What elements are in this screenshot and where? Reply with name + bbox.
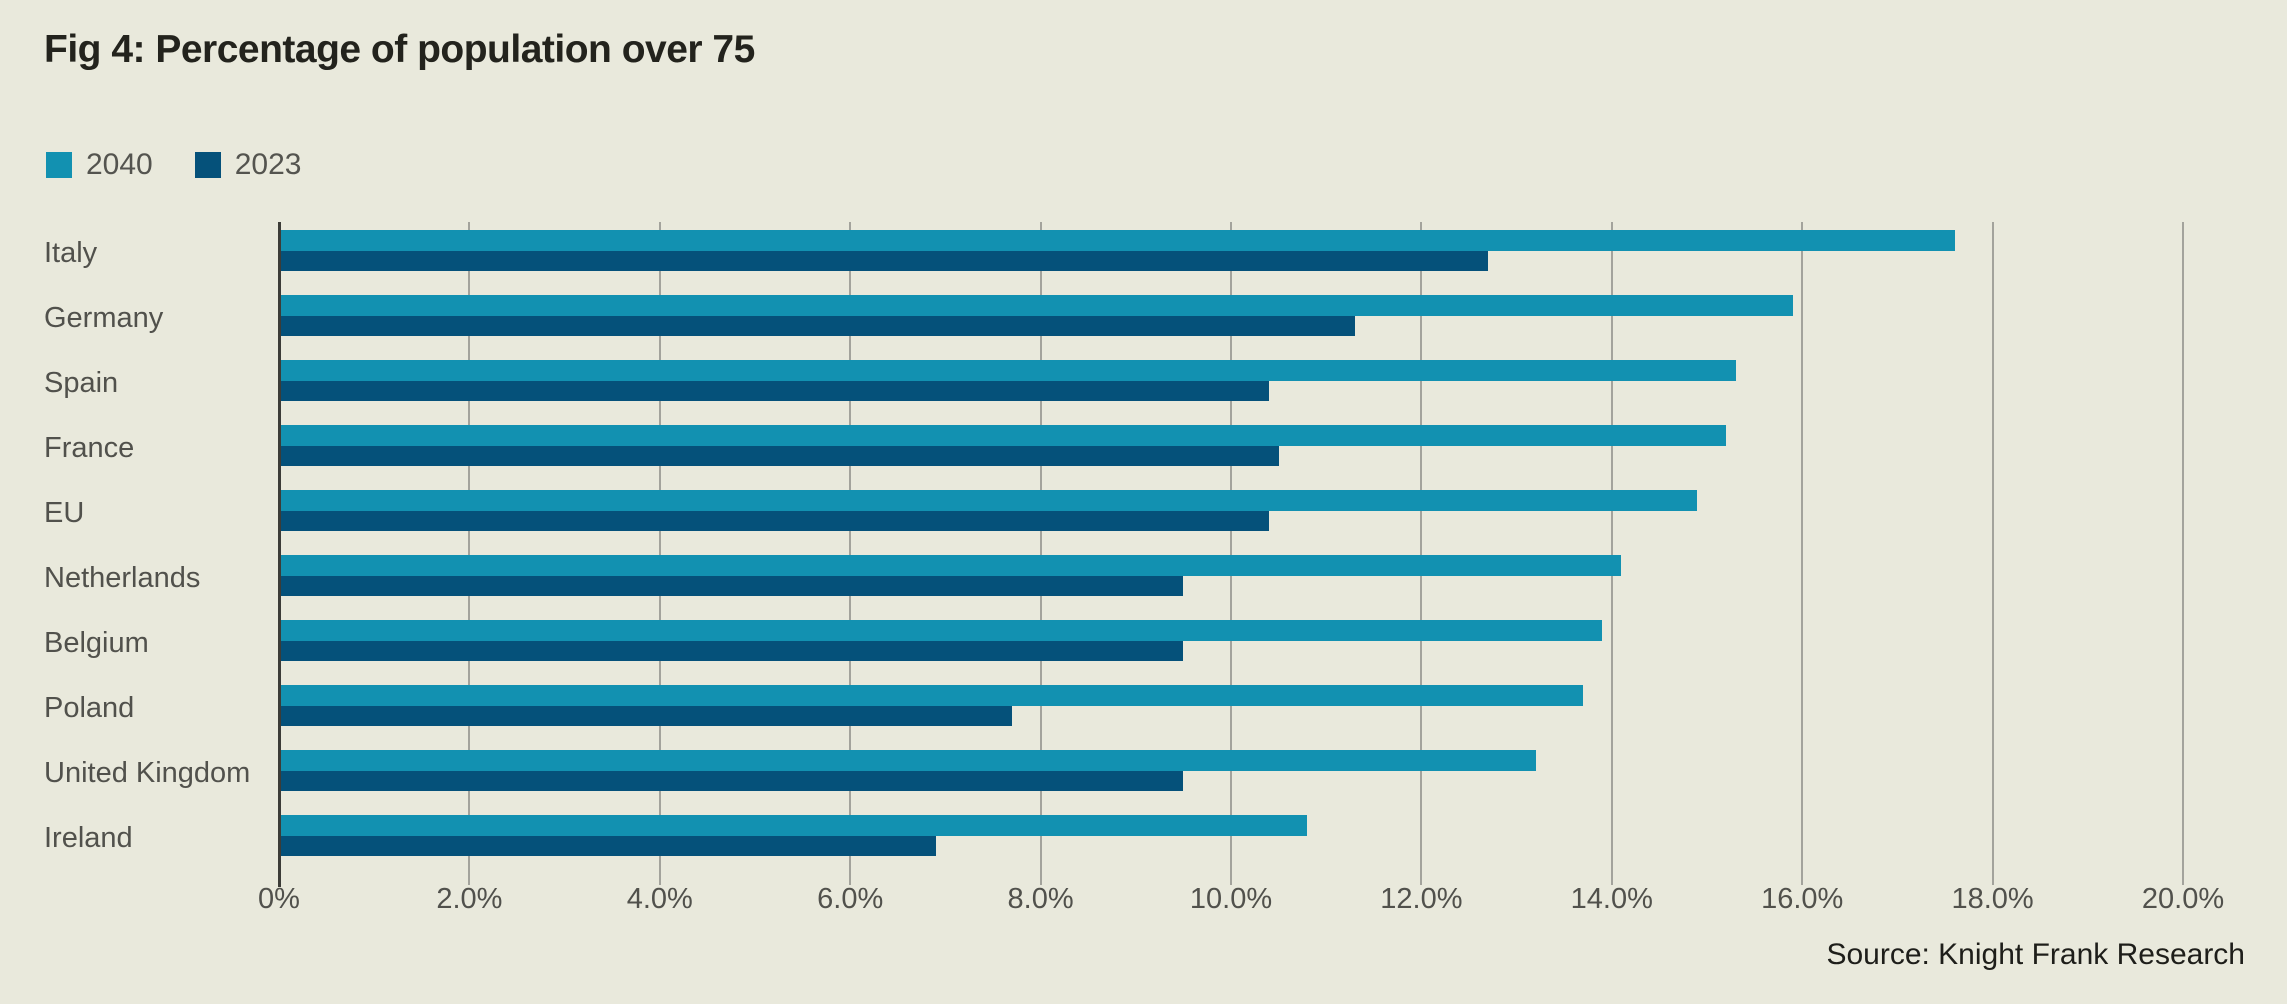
chart-title: Fig 4: Percentage of population over 75 bbox=[44, 28, 755, 71]
legend-label-2040: 2040 bbox=[86, 148, 153, 181]
x-tick-label-20.0%: 20.0% bbox=[2141, 883, 2225, 915]
gridline-8.0% bbox=[1039, 222, 1042, 885]
x-tick-label-6.0%: 6.0% bbox=[817, 883, 884, 915]
bar-group-eu bbox=[279, 485, 2183, 550]
category-label-spain: Spain bbox=[44, 366, 119, 399]
category-labels: Italy Germany Spain France EU Netherlands Belg… bbox=[44, 225, 274, 875]
x-tick-label-10.0%: 10.0% bbox=[1189, 883, 1273, 915]
x-tick-label-14.0%: 14.0% bbox=[1570, 883, 1653, 915]
bar-group-ireland bbox=[279, 810, 2183, 875]
x-tick-label-16.0%: 16.0% bbox=[1761, 883, 1844, 915]
bar-2040-italy bbox=[279, 230, 1955, 251]
bar-group-poland bbox=[279, 680, 2183, 745]
gridline-14.0% bbox=[1610, 222, 1613, 885]
category-label-belgium: Belgium bbox=[44, 626, 149, 659]
bar-group-germany bbox=[279, 290, 2183, 355]
gridline-18.0% bbox=[1991, 222, 1994, 885]
gridline-4.0% bbox=[658, 222, 661, 885]
bar-2040-netherlands bbox=[279, 555, 1622, 576]
bar-2023-spain bbox=[279, 381, 1270, 401]
bar-2023-france bbox=[279, 446, 1279, 466]
legend-swatch-2040 bbox=[46, 152, 72, 178]
x-tick-label-12.0%: 12.0% bbox=[1380, 883, 1463, 915]
bar-2023-united-kingdom bbox=[279, 771, 1184, 791]
category-label-netherlands: Netherlands bbox=[44, 561, 201, 594]
bar-2023-eu bbox=[279, 511, 1270, 531]
bar-2040-germany bbox=[279, 295, 1793, 316]
y-axis-line bbox=[278, 222, 281, 887]
bar-chart: Italy Germany Spain France EU Netherlands Belg… bbox=[0, 222, 2287, 887]
bar-group-italy bbox=[279, 225, 2183, 290]
bar-group-spain bbox=[279, 355, 2183, 420]
bar-group-united-kingdom bbox=[279, 745, 2183, 810]
category-label-united-kingdom: United Kingdom bbox=[44, 756, 251, 789]
x-tick-label-4.0%: 4.0% bbox=[626, 883, 693, 915]
bar-2040-france bbox=[279, 425, 1727, 446]
category-label-ireland: Ireland bbox=[44, 821, 133, 854]
gridline-16.0% bbox=[1801, 222, 1804, 885]
gridline-6.0% bbox=[849, 222, 852, 885]
legend-item-2040: 2040 bbox=[46, 148, 153, 182]
bar-2040-poland bbox=[279, 685, 1584, 706]
bar-2040-spain bbox=[279, 360, 1736, 381]
x-axis: 0% 2.0% 4.0% 6.0% 8.0% 10.0% 12.0% 14.0% 16.0% 18… bbox=[258, 883, 2224, 923]
gridline-10.0% bbox=[1230, 222, 1232, 885]
x-tick-label-8.0%: 8.0% bbox=[1007, 883, 1074, 915]
bar-2023-germany bbox=[279, 316, 1355, 336]
category-label-france: France bbox=[44, 431, 135, 464]
category-label-poland: Poland bbox=[44, 691, 135, 724]
gridline-12.0% bbox=[1420, 222, 1423, 885]
bar-rows bbox=[279, 225, 2183, 875]
category-label-germany: Germany bbox=[44, 301, 164, 334]
bar-2040-belgium bbox=[279, 620, 1603, 641]
bar-2023-italy bbox=[279, 251, 1489, 271]
gridline-2.0% bbox=[468, 222, 471, 885]
bar-2023-ireland bbox=[279, 836, 936, 856]
category-label-italy: Italy bbox=[44, 236, 98, 269]
bar-2023-poland bbox=[279, 706, 1013, 726]
x-tick-label-18.0%: 18.0% bbox=[1951, 883, 2034, 915]
x-tick-label-0%: 0% bbox=[258, 883, 300, 915]
legend-item-2023: 2023 bbox=[194, 148, 302, 182]
category-label-eu: EU bbox=[44, 496, 85, 529]
legend-swatch-2023 bbox=[194, 152, 221, 178]
plot-area bbox=[278, 222, 2184, 887]
bar-group-netherlands bbox=[279, 550, 2183, 615]
bar-2040-ireland bbox=[279, 815, 1308, 836]
bar-2040-eu bbox=[279, 490, 1698, 511]
legend: 2040 2023 bbox=[46, 148, 302, 182]
bar-2040-united-kingdom bbox=[279, 750, 1536, 771]
bar-2023-netherlands bbox=[279, 576, 1184, 596]
bar-2023-belgium bbox=[279, 641, 1184, 661]
gridline-20.0% bbox=[2182, 222, 2184, 885]
bar-group-belgium bbox=[279, 615, 2183, 680]
bar-group-france bbox=[279, 420, 2183, 485]
legend-label-2023: 2023 bbox=[234, 148, 302, 181]
source-credit: Source: Knight Frank Research bbox=[1826, 938, 2245, 971]
x-tick-label-2.0%: 2.0% bbox=[436, 883, 503, 915]
